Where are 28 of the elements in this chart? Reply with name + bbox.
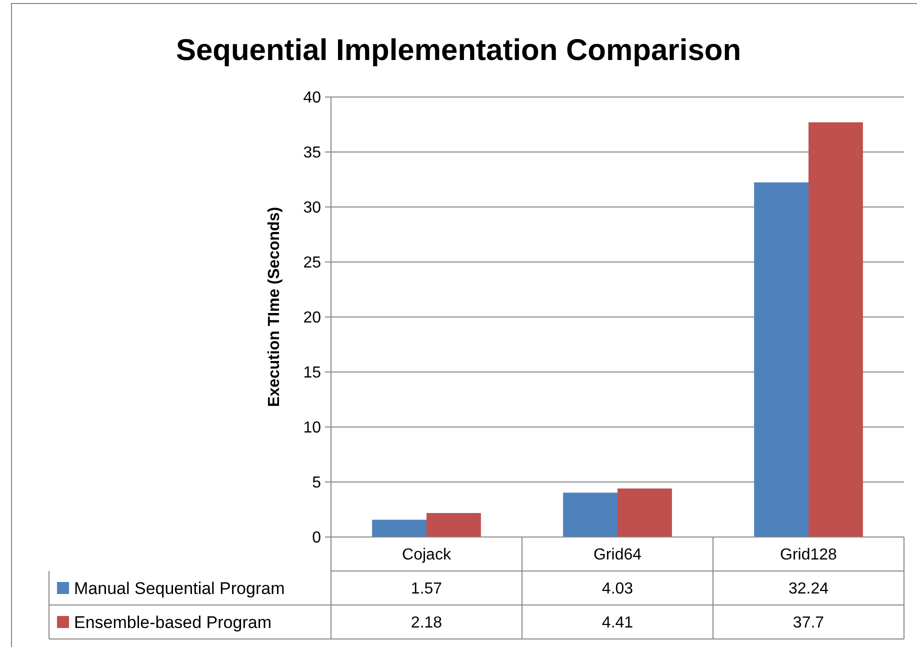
bar — [426, 513, 481, 537]
data-label: 1.57 — [410, 580, 442, 598]
y-tick-label: 15 — [303, 364, 322, 382]
data-label: 32.24 — [788, 580, 829, 598]
y-tick-label: 5 — [312, 474, 322, 492]
data-label: 2.18 — [410, 614, 442, 632]
data-label: 4.41 — [602, 614, 634, 632]
legend-label: Ensemble-based Program — [74, 612, 272, 632]
x-tick-label: Grid128 — [780, 546, 838, 564]
y-tick-label: 30 — [303, 200, 322, 217]
y-tick-label: 35 — [303, 144, 322, 162]
bar — [372, 520, 426, 537]
y-tick-label: 0 — [312, 530, 322, 547]
bar — [618, 488, 672, 537]
data-label: 37.7 — [792, 614, 824, 632]
x-tick-label: Grid64 — [593, 546, 642, 564]
bar — [563, 492, 618, 537]
x-tick-label: Cojack — [402, 546, 452, 564]
y-tick-label: 25 — [303, 254, 322, 272]
y-tick-label: 40 — [303, 90, 322, 107]
data-label: 4.03 — [602, 580, 634, 598]
legend-label: Manual Sequential Program — [74, 578, 285, 598]
bar — [754, 182, 808, 537]
chart-title: Sequential Implementation Comparison — [176, 34, 742, 67]
y-tick-label: 10 — [303, 420, 322, 437]
bar — [808, 122, 863, 537]
y-tick-label: 20 — [303, 310, 322, 327]
y-axis-title: Execution TIme (Seconds) — [266, 206, 283, 408]
